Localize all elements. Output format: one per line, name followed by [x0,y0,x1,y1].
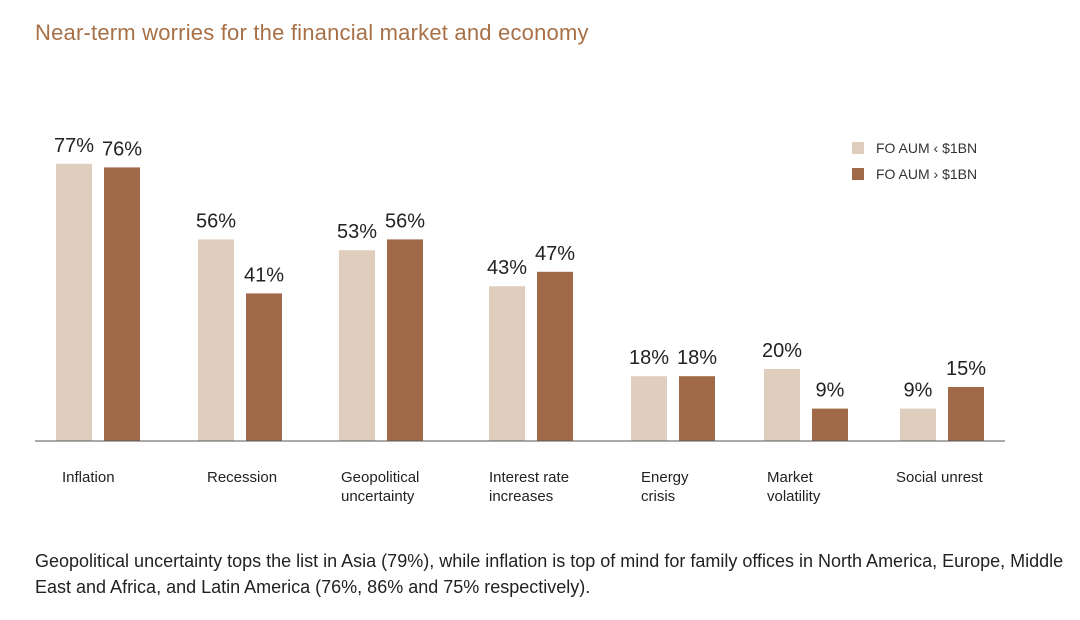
data-label: 9% [816,380,845,402]
legend-swatch-series2 [852,168,864,180]
data-label: 53% [337,221,377,243]
category-label: Energy crisis [641,469,689,505]
category-label: Social unrest [896,469,984,486]
legend-swatch-series1 [852,142,864,154]
category-label: Interest rate increases [489,469,569,505]
data-label: 9% [904,380,933,402]
bar [339,250,375,441]
data-label: 76% [102,138,142,160]
category-label: Geopolitical uncertainty [341,469,419,505]
category-label: Inflation [62,469,115,486]
data-label: 20% [762,340,802,362]
bar [948,387,984,441]
bar [900,408,936,441]
bar [764,369,800,441]
caption: Geopolitical uncertainty tops the list i… [35,551,1064,597]
data-label: 56% [196,210,236,232]
legend-item-series1: FO AUM ‹ $1BN [852,135,977,161]
data-label: 18% [677,347,717,369]
data-label: 15% [946,358,986,380]
category-label: Market volatility [767,469,821,505]
bar [198,239,234,441]
data-label: 47% [535,243,575,265]
data-label: 77% [54,135,94,157]
bar [56,163,92,442]
bar [246,293,282,441]
legend-item-series2: FO AUM › $1BN [852,161,977,187]
legend: FO AUM ‹ $1BN FO AUM › $1BN [852,135,977,187]
bar [104,167,140,441]
category-label: Recession [207,469,277,486]
bar-chart: 77% 76% Inflation 56% 41% Recession 53% 56% Geop… [35,135,1005,505]
legend-label-series1: FO AUM ‹ $1BN [876,140,978,156]
data-label: 18% [629,347,669,369]
bar [387,239,423,441]
data-label: 56% [385,210,425,232]
bar [489,286,525,441]
data-label: 43% [487,257,527,279]
data-label: 41% [244,264,284,286]
legend-label-series2: FO AUM › $1BN [876,166,978,182]
bar [631,376,667,441]
bar [679,376,715,441]
bar [812,408,848,441]
chart-title: Near-term worries for the financial mark… [35,20,589,45]
bar [537,271,573,441]
